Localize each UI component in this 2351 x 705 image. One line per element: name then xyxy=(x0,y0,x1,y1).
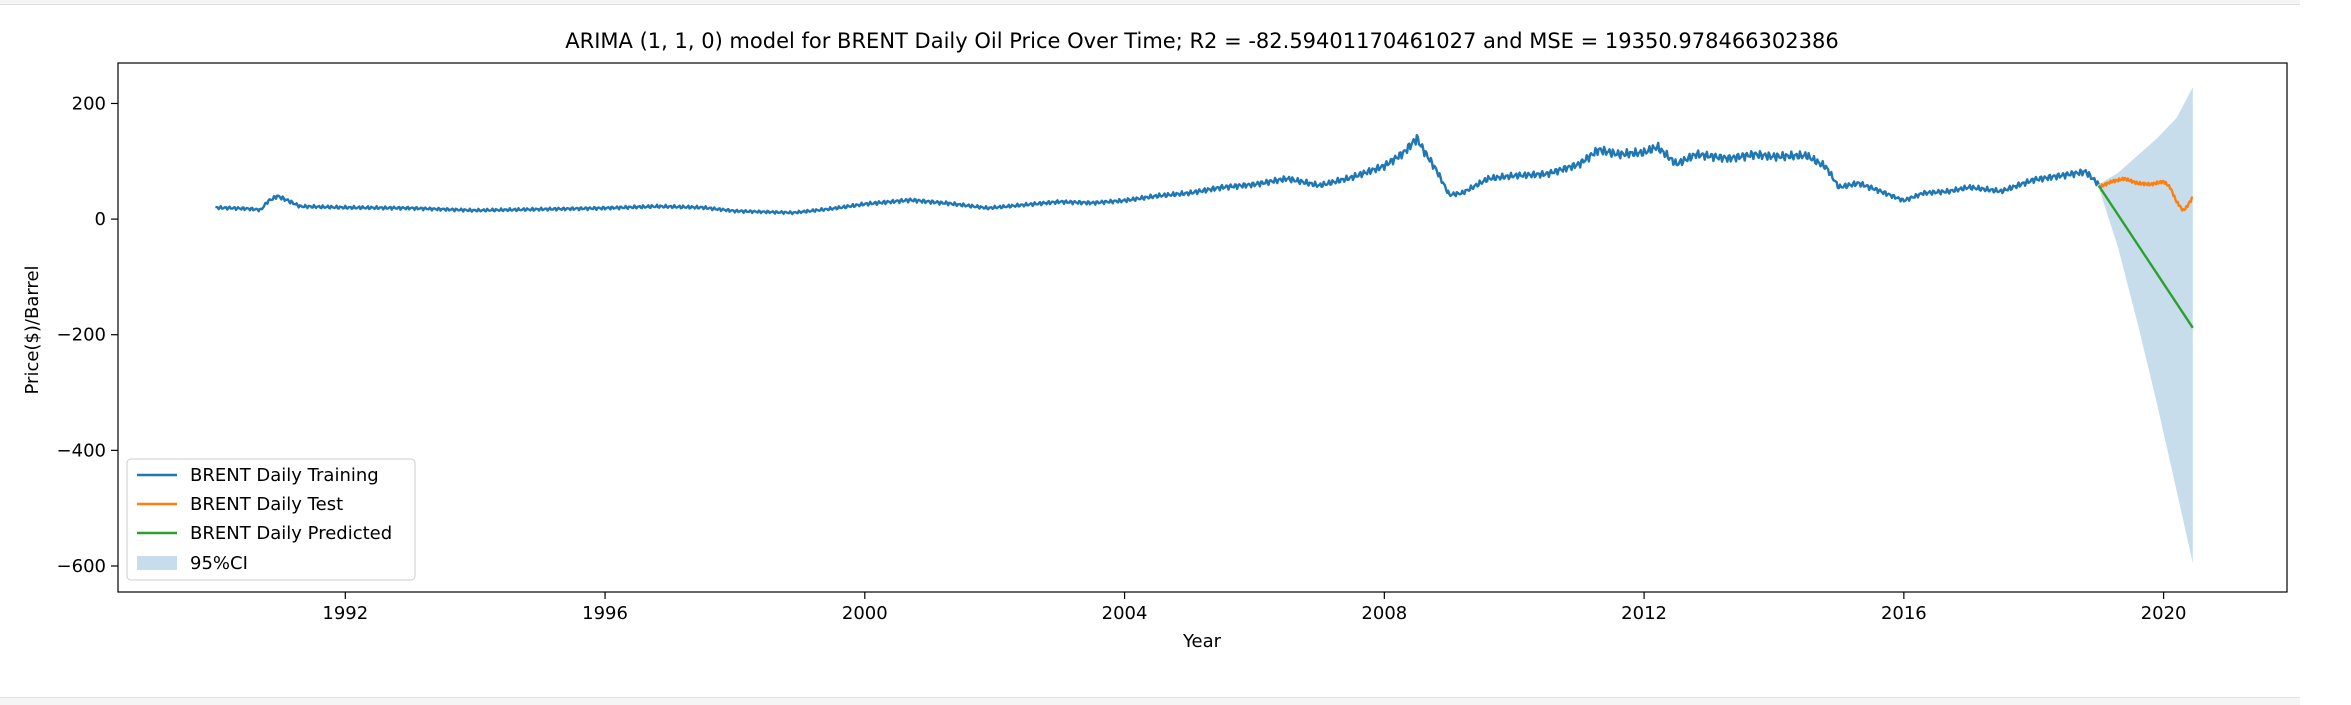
x-tick-label: 1996 xyxy=(582,603,628,624)
chart-title: ARIMA (1, 1, 0) model for BRENT Daily Oi… xyxy=(565,29,1838,53)
x-tick-label: 2012 xyxy=(1621,603,1667,624)
ci-band xyxy=(2098,87,2193,564)
confidence-interval-layer xyxy=(2098,87,2193,564)
chart: 1992 1996 2000 2004 2008 2012 2016 2020 2000−20… xyxy=(22,29,2288,652)
x-tick-label: 2020 xyxy=(2141,603,2187,624)
x-tick-label: 2008 xyxy=(1361,603,1407,624)
plot-area-frame xyxy=(117,62,2288,593)
x-axis: 1992 1996 2000 2004 2008 2012 2016 2020 xyxy=(322,592,2187,624)
x-tick-label: 2016 xyxy=(1881,603,1927,624)
y-tick-label: −400 xyxy=(57,440,106,461)
legend-label-ci: 95%CI xyxy=(190,553,248,574)
legend-frame xyxy=(126,458,416,581)
notebook-cell-edge-bottom xyxy=(0,697,2300,705)
y-tick-label: −200 xyxy=(57,325,106,346)
notebook-cell-edge-top xyxy=(0,0,2300,5)
y-tick-label: 200 xyxy=(72,93,106,114)
y-tick-label: 0 xyxy=(95,209,106,230)
series-layer xyxy=(215,133,2194,329)
scroll-area xyxy=(2312,0,2351,704)
x-tick-label: 2004 xyxy=(1102,603,1148,624)
x-tick-label: 1992 xyxy=(322,603,368,624)
legend-label-test: BRENT Daily Test xyxy=(190,494,343,515)
legend-swatch-ci xyxy=(137,556,177,570)
legend: BRENT Daily Training BRENT Daily Test BR… xyxy=(126,458,416,581)
legend-label-training: BRENT Daily Training xyxy=(190,465,379,486)
x-axis-label: Year xyxy=(1182,631,1222,652)
series-line-test xyxy=(2098,176,2194,212)
y-axis: 200 0 −200 −400 −600 xyxy=(57,93,118,577)
series-line-predicted xyxy=(2097,184,2194,329)
y-axis-label: Price($)/Barrel xyxy=(22,265,43,394)
legend-label-predicted: BRENT Daily Predicted xyxy=(190,523,392,544)
x-tick-label: 2000 xyxy=(842,603,888,624)
y-tick-label: −600 xyxy=(57,556,106,577)
series-line-training xyxy=(215,133,2100,216)
